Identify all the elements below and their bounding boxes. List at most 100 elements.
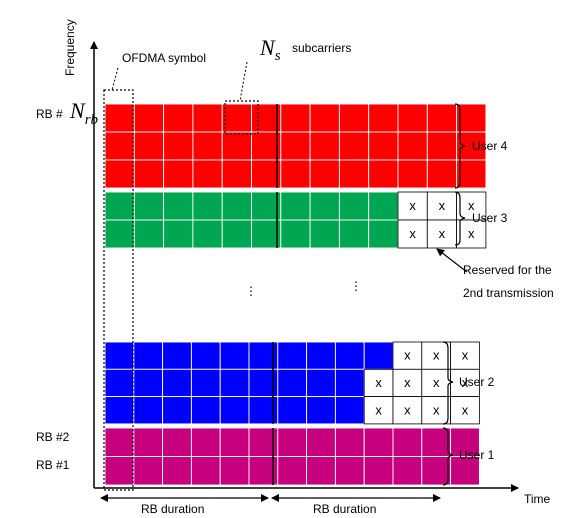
resource-cell [133, 219, 165, 249]
ns-subcarriers-pointer [239, 61, 248, 102]
resource-cell [133, 159, 165, 189]
reserved-mark: x [404, 348, 411, 363]
resource-cell [133, 341, 164, 370]
resource-cell [306, 368, 336, 398]
reserved-cell [450, 396, 480, 425]
resource-cell [338, 131, 370, 161]
resource-cell [368, 131, 399, 161]
resource-cell [133, 427, 164, 457]
resource-cell [221, 103, 252, 133]
rb-top-prefix: RB # [36, 107, 63, 121]
resource-cell [363, 341, 394, 370]
resource-cell [392, 456, 423, 486]
resource-cell [190, 341, 221, 370]
resource-cell [397, 131, 428, 161]
resource-cell [133, 191, 165, 221]
reserved-cell [421, 341, 451, 370]
resource-cell [104, 159, 135, 189]
resource-cell [450, 456, 480, 486]
ns-subscript: s [275, 48, 281, 64]
rb-duration-label-2: RB duration [313, 502, 376, 516]
resource-cell [251, 159, 282, 189]
reserved-cell [450, 368, 480, 397]
resource-cell [104, 191, 135, 221]
resource-cell [456, 131, 487, 161]
reserved-mark: x [433, 375, 440, 390]
reserved-mark: x [404, 375, 411, 390]
resource-cell [426, 103, 458, 133]
resource-cell [363, 427, 394, 457]
resource-cell [426, 159, 458, 189]
user-2-label: User 2 [459, 375, 495, 389]
resource-cell [219, 368, 250, 398]
resource-cell [104, 396, 135, 425]
resource-cell [280, 159, 311, 189]
reserved-mark: x [433, 402, 440, 417]
reserved-cell [456, 219, 487, 249]
resource-cell [104, 368, 135, 398]
resource-cell [104, 341, 135, 370]
ns-symbol: Ns [259, 35, 281, 64]
resource-cell [277, 456, 308, 486]
resource-cell [192, 103, 223, 133]
resource-cell [456, 103, 487, 133]
reserved-mark: x [468, 226, 475, 241]
resource-cell [221, 191, 252, 221]
ns-letter: N [259, 35, 276, 60]
resource-cell [397, 103, 428, 133]
user-3-label: User 3 [472, 211, 508, 225]
reserved-mark: x [404, 402, 411, 417]
nrb-letter: N [69, 98, 86, 123]
time-axis-label: Time [524, 492, 551, 506]
resource-cell [277, 368, 308, 398]
resource-cell [338, 219, 370, 249]
user-2-block: x x xx x x xx x x x [104, 341, 480, 425]
resource-cell [277, 427, 308, 457]
rb-2-label: RB #2 [36, 430, 70, 444]
resource-cell [133, 368, 164, 398]
resource-cell [397, 159, 428, 189]
frequency-axis-label: Frequency [63, 19, 77, 76]
resource-cell [421, 427, 452, 457]
resource-cell [280, 131, 311, 161]
reserved-cell [421, 396, 451, 425]
nrb-symbol: Nrb [69, 98, 99, 128]
user-1-brace [442, 427, 454, 486]
resource-cell [334, 341, 365, 370]
resource-cell [334, 396, 365, 425]
ofdma-symbol-pointer [111, 67, 119, 91]
reserved-label-line1: Reserved for the [463, 263, 552, 277]
resource-cell [309, 103, 340, 133]
resource-cell [219, 456, 250, 486]
user-braces [442, 103, 466, 486]
user-3-brace [454, 191, 466, 246]
resource-cell [251, 219, 282, 249]
reserved-cell [456, 191, 487, 221]
resource-cell [162, 368, 192, 398]
ofdma-symbol-box [103, 89, 134, 491]
reserved-cell [363, 396, 394, 425]
resource-grid: x x xx x xx x xx x x xx x x x [104, 103, 487, 486]
resource-cell [190, 456, 221, 486]
reserved-label-line2: 2nd transmission [463, 286, 554, 300]
resource-cell [280, 103, 311, 133]
resource-cell [219, 396, 250, 425]
reserved-cell [363, 368, 394, 397]
resource-cell [163, 159, 194, 189]
resource-cell [421, 456, 452, 486]
resource-cell [334, 368, 365, 398]
resource-cell [368, 103, 399, 133]
resource-cell [334, 427, 365, 457]
resource-cell [163, 131, 194, 161]
resource-cell [306, 456, 336, 486]
user-4-block [104, 103, 487, 189]
resource-cell [162, 456, 192, 486]
resource-cell [133, 103, 165, 133]
resource-cell [190, 396, 221, 425]
resource-cell [306, 341, 336, 370]
reserved-cell [392, 396, 423, 425]
ns-subcarriers-box [224, 100, 259, 135]
resource-cell [363, 456, 394, 486]
resource-cell [309, 159, 340, 189]
